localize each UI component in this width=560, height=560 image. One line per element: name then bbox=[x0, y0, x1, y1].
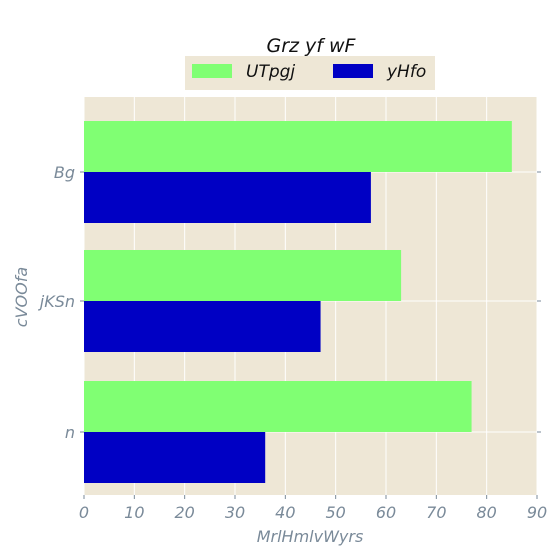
bar-yHfo-n bbox=[84, 432, 266, 483]
y-axis-label: cVOOfa bbox=[12, 267, 31, 327]
y-tick-label: Bg bbox=[54, 163, 75, 182]
bars bbox=[84, 121, 512, 483]
legend-swatch-series-1 bbox=[192, 64, 232, 78]
legend-label-series-2: yHfo bbox=[386, 62, 426, 82]
x-tick-label: 20 bbox=[174, 503, 194, 522]
bar-UTpgj-n bbox=[84, 381, 472, 432]
x-tick-label: 50 bbox=[325, 503, 345, 522]
y-tick-label: jKSn bbox=[38, 292, 75, 311]
x-tick-label: 40 bbox=[275, 503, 295, 522]
ticks: 0 10 20 30 40 50 60 70 80 90 Bg jKSn n bbox=[38, 163, 547, 522]
x-tick-label: 70 bbox=[426, 503, 446, 522]
bar-UTpgj-Bg bbox=[84, 121, 512, 172]
chart-title: Grz yf wF bbox=[267, 35, 357, 57]
legend-label-series-1: UTpgj bbox=[246, 62, 295, 82]
x-tick-label: 80 bbox=[476, 503, 496, 522]
bar-UTpgj-jKSn bbox=[84, 250, 402, 301]
x-tick-label: 90 bbox=[527, 503, 547, 522]
x-tick-label: 0 bbox=[79, 503, 89, 522]
bar-yHfo-jKSn bbox=[84, 301, 321, 352]
legend: UTpgj yHfo bbox=[185, 56, 435, 90]
x-tick-label: 10 bbox=[124, 503, 144, 522]
y-tick-label: n bbox=[65, 423, 75, 442]
legend-swatch-series-2 bbox=[333, 64, 373, 78]
x-axis-label: MrlHmlvWyrs bbox=[257, 527, 364, 546]
x-tick-label: 60 bbox=[376, 503, 396, 522]
bar-yHfo-Bg bbox=[84, 172, 371, 223]
x-tick-label: 30 bbox=[225, 503, 245, 522]
